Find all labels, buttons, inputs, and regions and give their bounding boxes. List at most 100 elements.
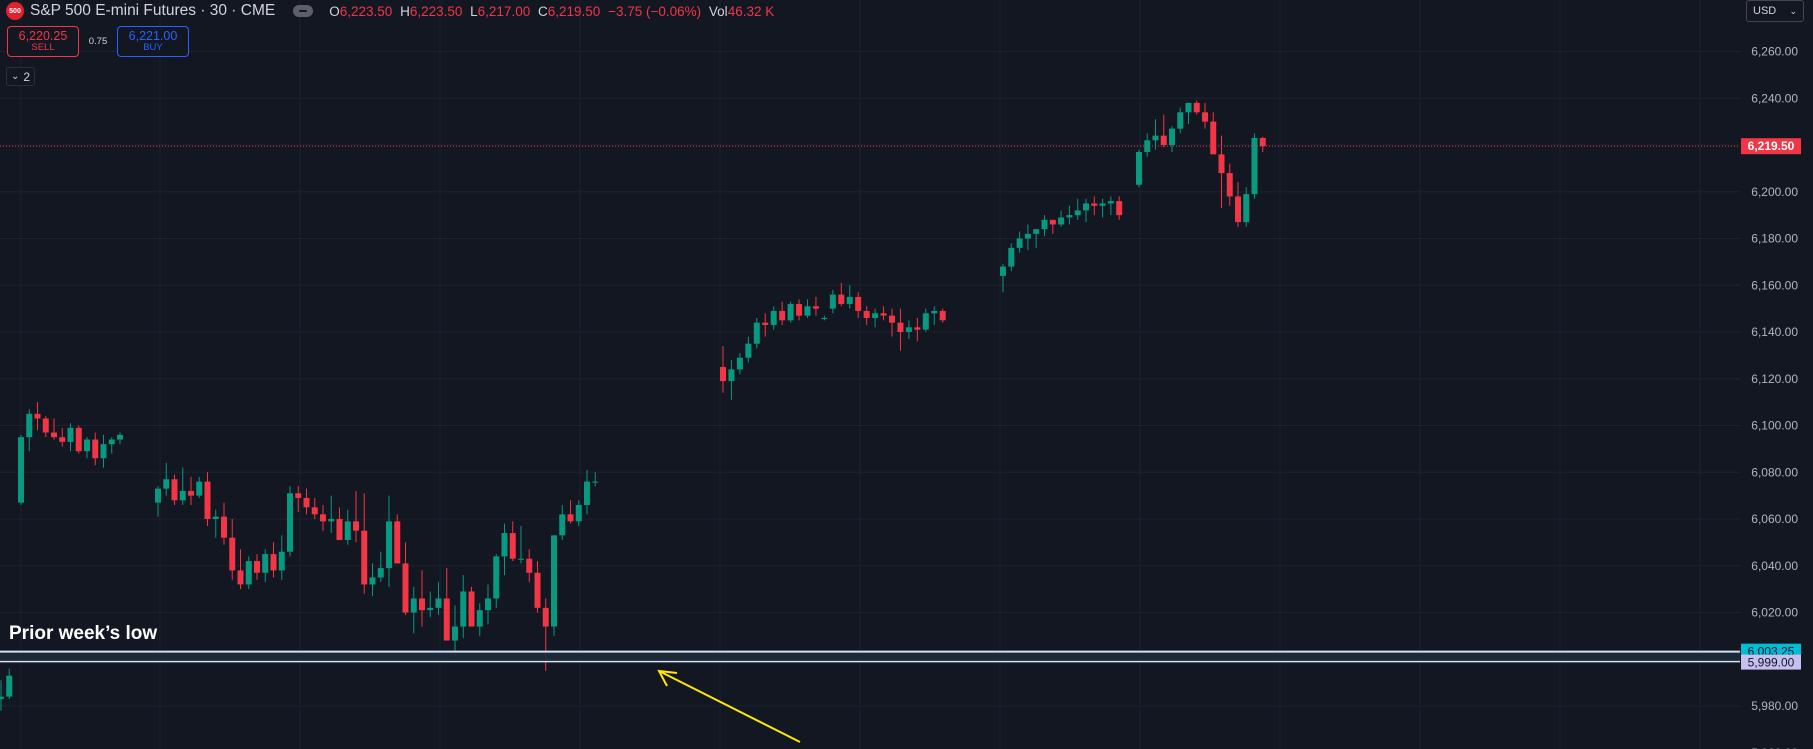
price-axis-label: 6,240.00	[1751, 91, 1798, 105]
symbol-title[interactable]: S&P 500 E-mini Futures · 30 · CME	[30, 2, 276, 19]
candle	[1259, 136, 1266, 153]
candle-body	[518, 558, 524, 560]
last-price-tag-label: 6,219.50	[1748, 139, 1795, 153]
candle	[485, 584, 491, 625]
candle	[155, 486, 161, 517]
high-value: 6,223.50	[409, 3, 463, 19]
candle	[344, 509, 351, 545]
candle-body	[787, 303, 794, 321]
level-tag-lower	[1741, 654, 1801, 670]
candle-body	[196, 481, 203, 496]
candle-body	[804, 306, 811, 316]
candle-body	[753, 322, 760, 344]
candle	[6, 668, 13, 699]
candle-body	[42, 418, 49, 433]
candle	[92, 432, 99, 466]
candle-body	[394, 521, 401, 564]
candle	[1185, 102, 1192, 124]
candle-body	[287, 493, 293, 552]
candle	[254, 554, 260, 580]
candle	[262, 549, 269, 583]
candle-body	[344, 521, 351, 541]
candle-body	[6, 675, 13, 697]
candle-body	[221, 516, 227, 538]
candle	[34, 402, 41, 431]
currency-selector[interactable]: USD ⌄	[1746, 0, 1804, 22]
candle-body	[872, 313, 879, 318]
candle-body	[254, 561, 260, 573]
indicators-toggle-button[interactable]: ⌄ 2	[6, 67, 35, 86]
candle-body	[1193, 102, 1200, 113]
candle	[812, 296, 819, 316]
candle-body	[1008, 247, 1015, 267]
candle-body	[897, 322, 904, 332]
candle-body	[1058, 217, 1065, 225]
candle-body	[1202, 112, 1208, 122]
candle-body	[51, 432, 57, 438]
price-axis-label: 6,020.00	[1751, 606, 1798, 620]
candle	[551, 535, 557, 636]
candle	[419, 570, 425, 627]
price-levels	[0, 145, 1740, 663]
candle	[1008, 243, 1015, 272]
symbol-logo[interactable]: 500	[6, 2, 24, 20]
candle	[427, 591, 434, 618]
candle	[188, 476, 194, 505]
chevron-down-icon: ⌄	[10, 70, 20, 82]
candle	[1116, 196, 1123, 220]
candle-body	[526, 558, 533, 573]
sell-label: SELL	[31, 42, 55, 54]
chevron-down-icon: ⌄	[1789, 5, 1797, 16]
candle	[575, 500, 582, 527]
candle	[361, 493, 368, 594]
candle-body	[34, 413, 41, 419]
candle	[534, 561, 541, 613]
candle-body	[410, 598, 417, 613]
candle	[493, 554, 500, 608]
close-value: 6,219.50	[547, 3, 601, 19]
candle-body	[762, 322, 769, 325]
candle-body	[427, 607, 434, 611]
candle-body	[1185, 102, 1192, 113]
candle-body	[863, 310, 870, 318]
candle-body	[402, 563, 409, 613]
candle	[402, 542, 409, 615]
candle-body	[328, 519, 335, 522]
candle	[1235, 182, 1241, 227]
visibility-toggle-icon[interactable]	[293, 5, 314, 17]
candle	[559, 504, 566, 541]
candle-body	[1049, 219, 1056, 225]
candle-body	[1041, 219, 1048, 230]
candle	[922, 308, 929, 332]
candle-body	[838, 294, 845, 304]
candle-body	[262, 554, 269, 573]
candle	[394, 514, 401, 564]
candle	[1136, 149, 1142, 188]
candle	[770, 306, 777, 330]
candle-body	[939, 310, 946, 321]
candle-body	[1235, 196, 1241, 223]
candle	[108, 437, 115, 454]
open-value: 6,223.50	[339, 3, 393, 19]
candle-body	[745, 343, 752, 358]
buy-label: BUY	[143, 42, 163, 54]
candle-body	[336, 519, 343, 541]
candle	[728, 360, 735, 400]
candle-body	[736, 357, 743, 370]
candle-body	[1177, 112, 1184, 129]
sell-button[interactable]: 6,220.25 SELL	[7, 26, 79, 57]
price-axis-label: 6,080.00	[1751, 465, 1798, 479]
buy-button[interactable]: 6,221.00 BUY	[117, 26, 189, 57]
candle	[1218, 135, 1225, 209]
candle-body	[270, 554, 277, 571]
candle-body	[1091, 203, 1098, 206]
candle-body	[353, 521, 359, 531]
candles	[0, 100, 1266, 711]
candle-body	[1107, 201, 1114, 204]
candle	[1099, 198, 1106, 218]
candle-body	[1136, 152, 1142, 185]
candle-body	[1218, 154, 1225, 174]
candle	[787, 301, 794, 323]
candle	[821, 315, 828, 321]
